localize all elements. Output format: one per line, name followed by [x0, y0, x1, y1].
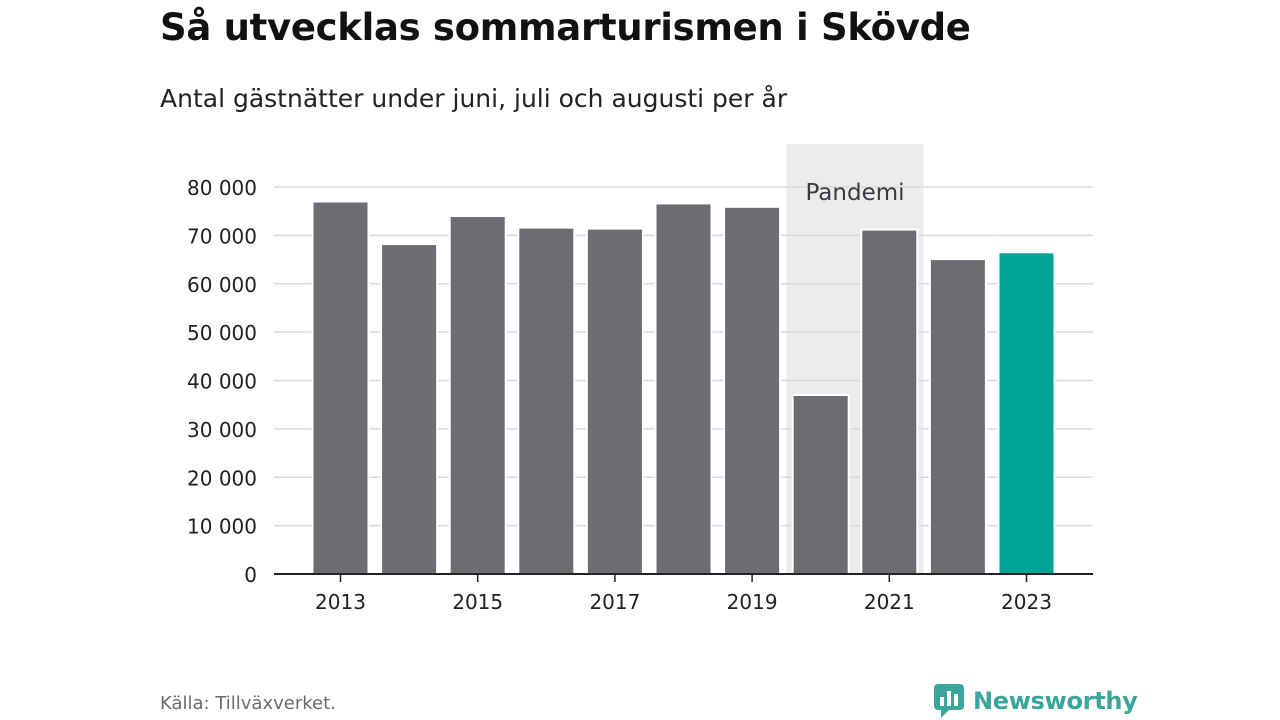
- source-note: Källa: Tillväxverket.: [160, 693, 336, 714]
- y-tick-label: 20 000: [187, 466, 257, 490]
- bar-2022: [928, 258, 987, 575]
- x-tick-label: 2015: [452, 590, 503, 614]
- y-tick-label: 40 000: [187, 370, 257, 394]
- bar-2018: [654, 202, 713, 575]
- y-tick-label: 70 000: [187, 224, 257, 248]
- y-tick-label: 30 000: [187, 418, 257, 442]
- x-tick-label: 2013: [315, 590, 366, 614]
- brand-logo: Newsworthy: [933, 683, 1138, 719]
- y-tick-label: 80 000: [187, 176, 257, 200]
- y-tick-label: 50 000: [187, 321, 257, 345]
- y-tick-label: 10 000: [187, 515, 257, 539]
- bar-2020: [791, 394, 850, 576]
- y-tick-label: 60 000: [187, 273, 257, 297]
- newsworthy-logo-icon: [934, 684, 964, 718]
- brand-name: Newsworthy: [973, 687, 1138, 715]
- x-tick-label: 2019: [727, 590, 778, 614]
- annotation-label: Pandemi: [805, 180, 904, 206]
- bar-2017: [585, 227, 644, 575]
- bar-2014: [380, 243, 439, 576]
- bar-2019: [723, 205, 782, 576]
- bar-2015: [448, 215, 507, 575]
- bar-2016: [517, 226, 576, 575]
- chart-subtitle: Antal gästnätter under juni, juli och au…: [160, 84, 788, 113]
- x-tick-label: 2023: [1001, 590, 1052, 614]
- bar-2021: [860, 228, 919, 575]
- bar-2013: [311, 200, 370, 575]
- y-tick-label: 0: [244, 563, 257, 587]
- chart-title: Så utvecklas sommarturismen i Skövde: [160, 6, 971, 49]
- x-tick-label: 2017: [589, 590, 640, 614]
- bar-2023: [997, 251, 1056, 575]
- x-tick-label: 2021: [864, 590, 915, 614]
- bar-chart: 0 10 000 20 000 30 000 40 000 50 000 60 000 70 …: [187, 144, 1093, 614]
